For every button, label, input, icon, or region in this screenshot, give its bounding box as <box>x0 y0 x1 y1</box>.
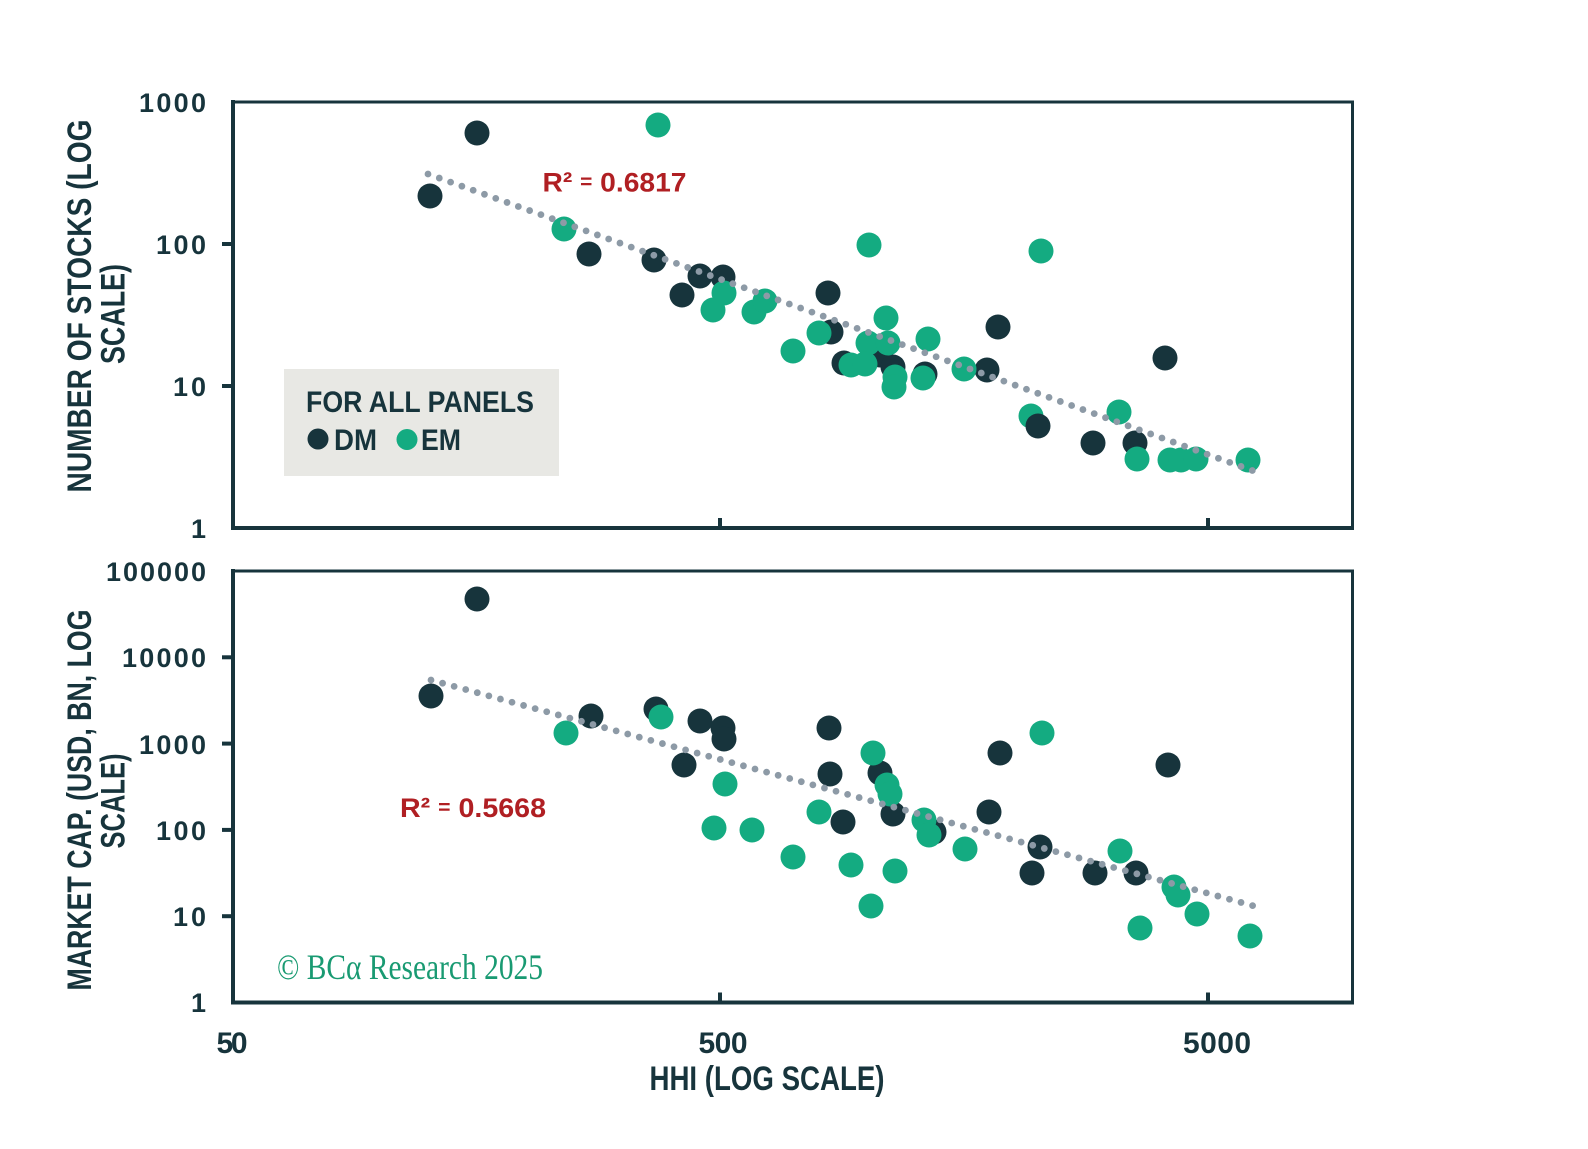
svg-text:50: 50 <box>217 1027 248 1060</box>
svg-text:500: 500 <box>699 1027 748 1060</box>
svg-text:1000: 1000 <box>139 730 206 760</box>
svg-text:R² = 0.6817: R² = 0.6817 <box>543 168 687 198</box>
svg-text:1: 1 <box>191 988 206 1018</box>
svg-text:EM: EM <box>421 424 461 457</box>
svg-text:SCALE): SCALE) <box>95 264 133 364</box>
svg-text:SCALE): SCALE) <box>95 754 133 849</box>
svg-text:100000: 100000 <box>106 557 206 587</box>
svg-text:10000: 10000 <box>122 643 206 673</box>
svg-text:HHI (LOG SCALE): HHI (LOG SCALE) <box>650 1060 885 1098</box>
svg-text:5000: 5000 <box>1183 1027 1251 1060</box>
svg-text:DM: DM <box>334 424 377 457</box>
svg-text:10: 10 <box>173 902 206 932</box>
svg-text:MARKET CAP. (USD, BN, LOG: MARKET CAP. (USD, BN, LOG <box>61 610 99 991</box>
svg-text:R² = 0.5668: R² = 0.5668 <box>400 793 546 823</box>
svg-text:© BCα Research 2025: © BCα Research 2025 <box>277 947 543 987</box>
svg-text:NUMBER OF STOCKS (LOG: NUMBER OF STOCKS (LOG <box>61 120 99 493</box>
svg-text:FOR ALL PANELS: FOR ALL PANELS <box>306 386 534 419</box>
svg-text:1: 1 <box>191 514 206 544</box>
svg-text:100: 100 <box>156 816 206 846</box>
svg-text:100: 100 <box>156 230 206 260</box>
svg-text:1000: 1000 <box>139 88 206 118</box>
svg-text:10: 10 <box>173 372 206 402</box>
